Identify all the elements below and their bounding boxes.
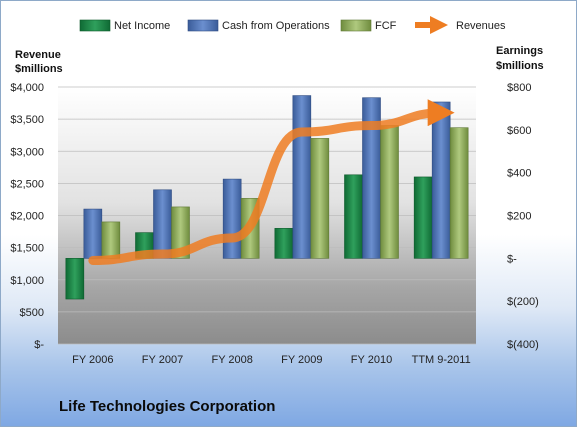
left-tick-label: $- [34, 339, 44, 351]
left-tick-label: $3,000 [10, 146, 44, 158]
left-tick-label: $1,000 [10, 275, 44, 287]
bars-group [65, 95, 469, 300]
right-axis-ticks: $(400) $(200) $- $200 $400 $600 $800 [507, 82, 539, 351]
x-tick-label: FY 2009 [281, 354, 322, 366]
legend-label-revenues: Revenues [456, 20, 506, 32]
left-tick-label: $2,500 [10, 178, 44, 190]
right-tick-label: $600 [507, 125, 531, 137]
legend-label-cash-from-operations: Cash from Operations [222, 20, 330, 32]
revenue-line [88, 99, 455, 265]
bar-fcf [171, 206, 190, 259]
left-tick-label: $4,000 [10, 82, 44, 94]
left-axis-title-line1: Revenue [15, 49, 61, 61]
left-tick-label: $500 [20, 307, 44, 319]
bar-cash-from-operations [431, 101, 451, 259]
right-tick-label: $(400) [507, 339, 539, 351]
x-tick-label: FY 2007 [142, 354, 183, 366]
chart-title: Life Technologies Corporation [59, 398, 276, 415]
left-axis-ticks: $- $500 $1,000 $1,500 $2,000 $2,500 $3,000 $3,5… [10, 82, 44, 351]
right-tick-label: $(200) [507, 296, 539, 308]
left-tick-label: $2,000 [10, 211, 44, 223]
bar-net-income [274, 228, 294, 259]
left-tick-label: $3,500 [10, 114, 44, 126]
bar-fcf [449, 127, 469, 259]
bar-net-income [65, 258, 85, 300]
x-tick-label: FY 2008 [211, 354, 252, 366]
right-tick-label: $800 [507, 82, 531, 94]
right-axis-title-line2: $millions [496, 60, 544, 72]
bar-cash-from-operations [292, 95, 312, 259]
bar-cash-from-operations [83, 208, 103, 259]
x-axis-ticks: FY 2006 FY 2007 FY 2008 FY 2009 FY 2010 TTM 9… [72, 354, 471, 366]
legend: Net Income Cash from Operations FCF Reve… [79, 16, 506, 34]
left-tick-label: $1,500 [10, 243, 44, 255]
right-axis-title-line1: Earnings [496, 45, 543, 57]
right-tick-label: $400 [507, 168, 531, 180]
bar-fcf [310, 138, 330, 259]
bar-net-income [344, 174, 363, 259]
bar-fcf [101, 221, 121, 259]
bar-net-income [413, 176, 433, 259]
x-tick-label: TTM 9-2011 [412, 354, 471, 366]
legend-label-fcf: FCF [375, 20, 397, 32]
x-tick-label: FY 2006 [72, 354, 113, 366]
bar-fcf [380, 125, 399, 259]
bar-cash-from-operations [153, 189, 172, 259]
legend-swatch-net-income [79, 19, 111, 32]
x-tick-label: FY 2010 [351, 354, 392, 366]
legend-swatch-cash-from-operations [187, 19, 219, 32]
legend-swatch-fcf [340, 19, 372, 32]
left-axis-title-line2: $millions [15, 63, 63, 75]
legend-label-net-income: Net Income [114, 20, 170, 32]
right-tick-label: $200 [507, 211, 531, 223]
bar-cash-from-operations [222, 178, 242, 259]
right-tick-label: $- [507, 253, 517, 265]
